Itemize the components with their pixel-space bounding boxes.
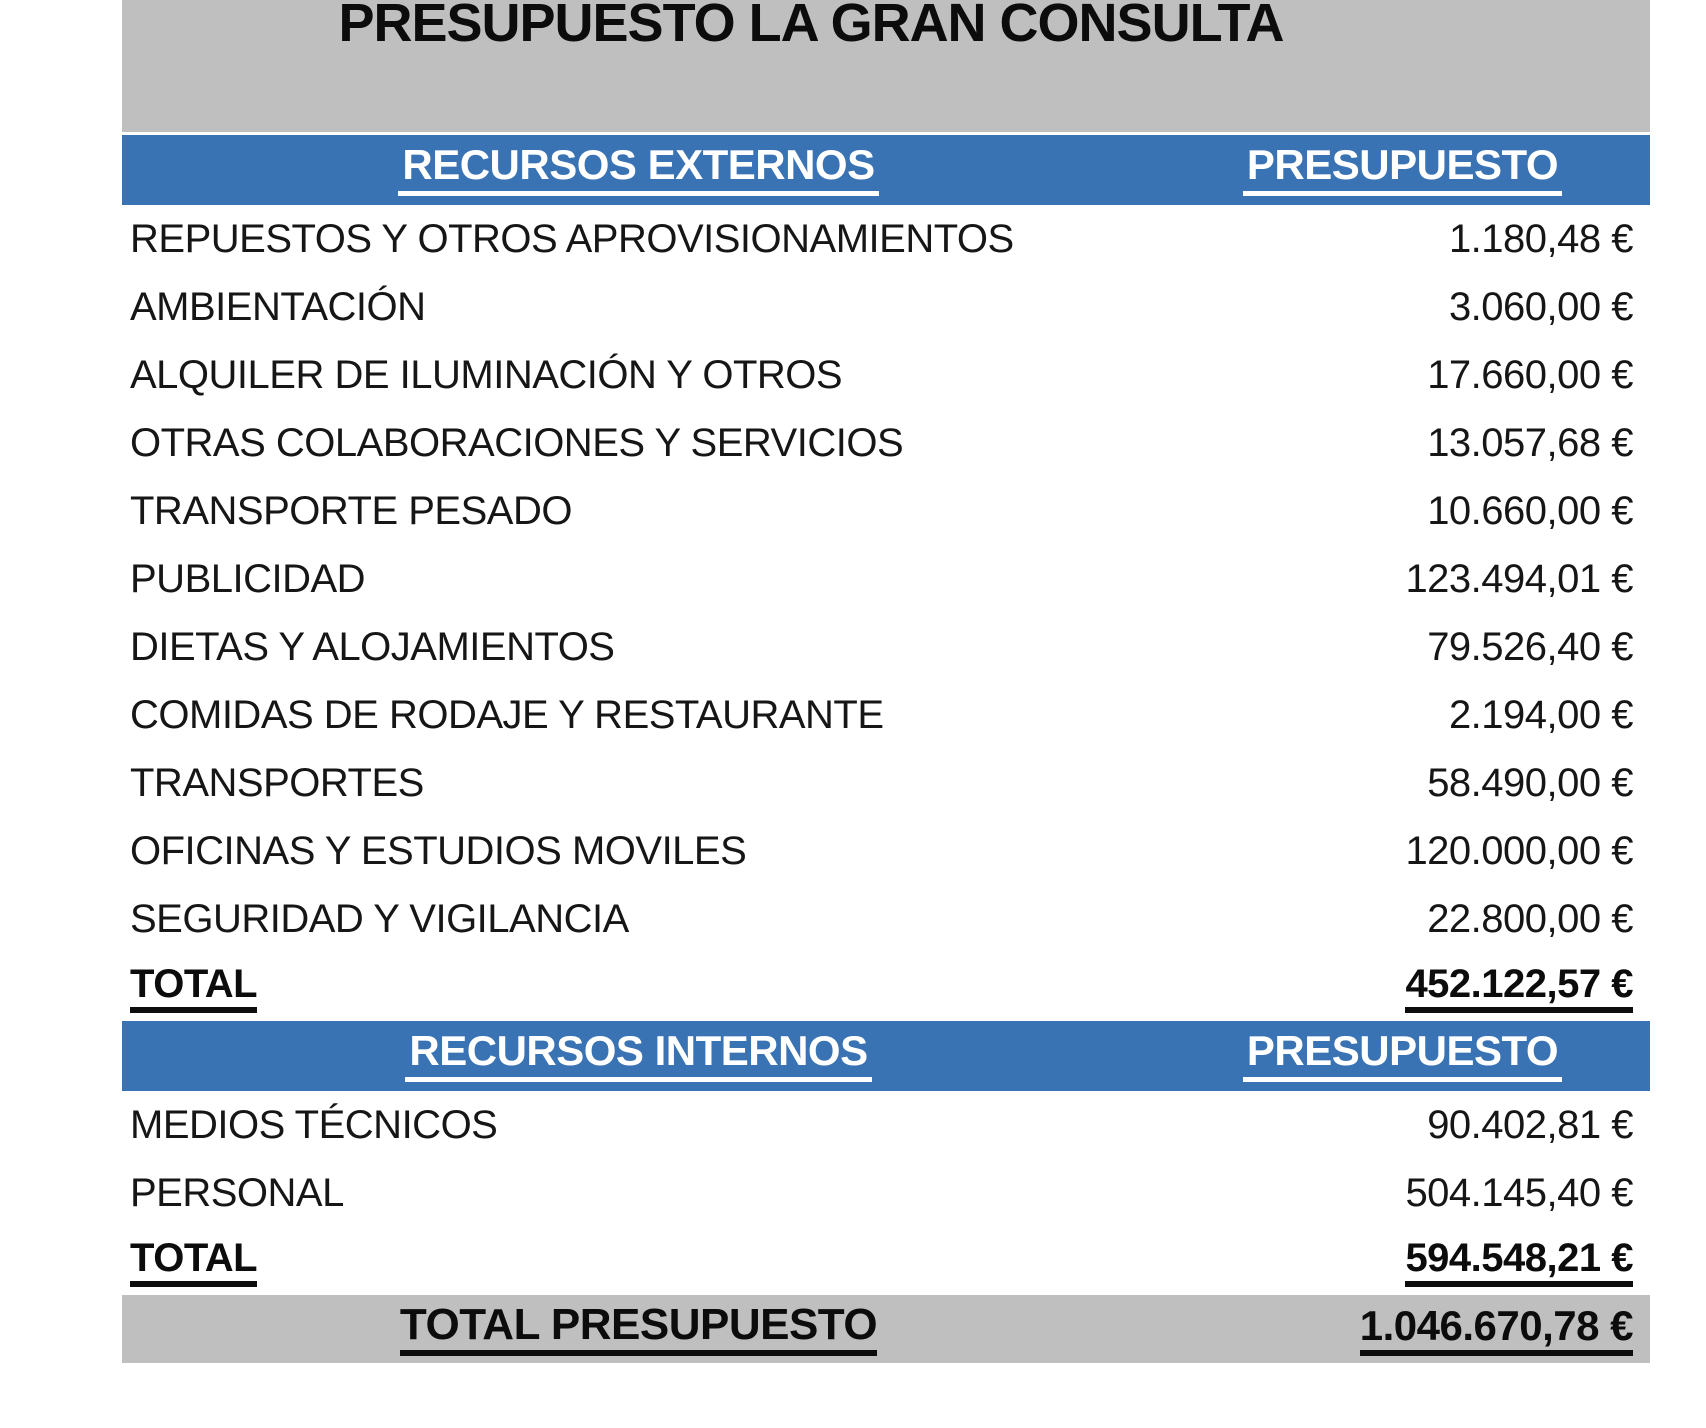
table-row: DIETAS Y ALOJAMIENTOS 79.526,40 €: [122, 613, 1650, 681]
row-value: 79.526,40 €: [1427, 624, 1633, 669]
table-row: ALQUILER DE ILUMINACIÓN Y OTROS 17.660,0…: [122, 341, 1650, 409]
row-label: AMBIENTACIÓN: [130, 284, 426, 329]
row-label: OFICINAS Y ESTUDIOS MOVILES: [130, 828, 747, 873]
table-row: OFICINAS Y ESTUDIOS MOVILES 120.000,00 €: [122, 817, 1650, 885]
page-title: PRESUPUESTO LA GRAN CONSULTA: [338, 0, 1284, 53]
column-header-presupuesto: PRESUPUESTO: [1242, 144, 1563, 196]
row-label: OTRAS COLABORACIONES Y SERVICIOS: [130, 420, 904, 465]
total-value: 452.122,57 €: [1405, 964, 1633, 1013]
table-row: REPUESTOS Y OTROS APROVISIONAMIENTOS 1.1…: [122, 205, 1650, 273]
row-value: 123.494,01 €: [1405, 556, 1633, 601]
row-label: ALQUILER DE ILUMINACIÓN Y OTROS: [130, 352, 843, 397]
row-value: 2.194,00 €: [1448, 692, 1634, 737]
total-value: 594.548,21 €: [1405, 1238, 1633, 1287]
table-row: TRANSPORTE PESADO 10.660,00 €: [122, 477, 1650, 545]
row-label: REPUESTOS Y OTROS APROVISIONAMIENTOS: [130, 216, 1014, 261]
grand-total-label: TOTAL PRESUPUESTO: [399, 1302, 878, 1356]
total-label: TOTAL: [130, 1238, 258, 1287]
table-row: SEGURIDAD Y VIGILANCIA 22.800,00 €: [122, 885, 1650, 953]
divider: [122, 132, 1650, 135]
row-label: COMIDAS DE RODAJE Y RESTAURANTE: [130, 692, 884, 737]
row-value: 10.660,00 €: [1427, 488, 1633, 533]
row-value: 17.660,00 €: [1427, 352, 1633, 397]
row-value: 90.402,81 €: [1427, 1102, 1633, 1147]
row-value: 3.060,00 €: [1448, 284, 1634, 329]
table-row: TRANSPORTES 58.490,00 €: [122, 749, 1650, 817]
row-label: TRANSPORTES: [130, 760, 424, 805]
title-bar: PRESUPUESTO LA GRAN CONSULTA: [122, 0, 1650, 132]
total-label: TOTAL: [130, 964, 258, 1013]
row-value: 13.057,68 €: [1427, 420, 1633, 465]
row-value: 504.145,40 €: [1405, 1170, 1633, 1215]
row-label: PUBLICIDAD: [130, 556, 366, 601]
grand-total-row: TOTAL PRESUPUESTO 1.046.670,78 €: [122, 1295, 1650, 1363]
table-row: AMBIENTACIÓN 3.060,00 €: [122, 273, 1650, 341]
total-row-externos: TOTAL 452.122,57 €: [122, 953, 1650, 1021]
table-row: PERSONAL 504.145,40 €: [122, 1159, 1650, 1227]
row-label: TRANSPORTE PESADO: [130, 488, 572, 533]
section-header-externos: RECURSOS EXTERNOS PRESUPUESTO: [122, 135, 1650, 205]
row-value: 120.000,00 €: [1405, 828, 1633, 873]
row-label: MEDIOS TÉCNICOS: [130, 1102, 498, 1147]
row-label: SEGURIDAD Y VIGILANCIA: [130, 896, 629, 941]
budget-table: PRESUPUESTO LA GRAN CONSULTA RECURSOS EX…: [122, 0, 1650, 1363]
grand-total-value: 1.046.670,78 €: [1359, 1305, 1634, 1356]
column-header-category: RECURSOS INTERNOS: [405, 1030, 872, 1082]
total-row-internos: TOTAL 594.548,21 €: [122, 1227, 1650, 1295]
column-header-category: RECURSOS EXTERNOS: [398, 144, 879, 196]
section-header-internos: RECURSOS INTERNOS PRESUPUESTO: [122, 1021, 1650, 1091]
row-value: 1.180,48 €: [1448, 216, 1634, 261]
row-value: 22.800,00 €: [1427, 896, 1633, 941]
row-value: 58.490,00 €: [1427, 760, 1633, 805]
table-row: PUBLICIDAD 123.494,01 €: [122, 545, 1650, 613]
row-label: DIETAS Y ALOJAMIENTOS: [130, 624, 615, 669]
table-row: COMIDAS DE RODAJE Y RESTAURANTE 2.194,00…: [122, 681, 1650, 749]
row-label: PERSONAL: [130, 1170, 344, 1215]
table-row: MEDIOS TÉCNICOS 90.402,81 €: [122, 1091, 1650, 1159]
table-row: OTRAS COLABORACIONES Y SERVICIOS 13.057,…: [122, 409, 1650, 477]
column-header-presupuesto: PRESUPUESTO: [1242, 1030, 1563, 1082]
